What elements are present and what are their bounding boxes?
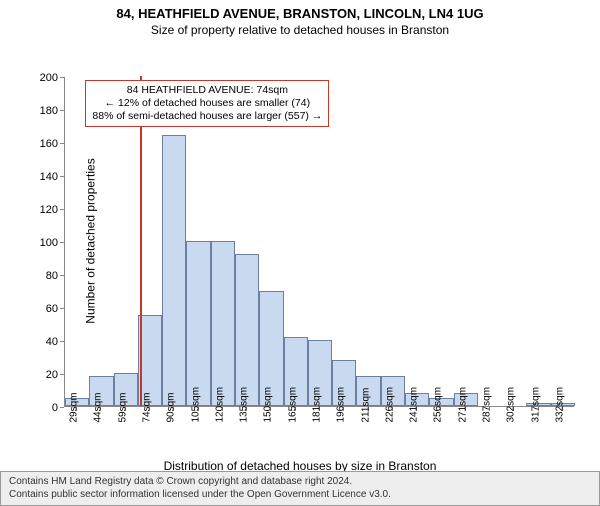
plot-area: 84 HEATHFIELD AVENUE: 74sqm← 12% of deta… [64, 77, 574, 407]
annotation-line: 84 HEATHFIELD AVENUE: 74sqm [92, 84, 322, 97]
annotation-line: 88% of semi-detached houses are larger (… [92, 110, 322, 123]
y-tick-label: 0 [0, 402, 58, 414]
footer-licence: Contains HM Land Registry data © Crown c… [0, 471, 600, 506]
y-tick-label: 120 [0, 204, 58, 216]
histogram-bar [186, 241, 210, 406]
histogram-bar [235, 254, 259, 406]
y-tick-label: 140 [0, 171, 58, 183]
y-tick-label: 180 [0, 105, 58, 117]
y-tick-label: 20 [0, 369, 58, 381]
y-tick-label: 60 [0, 303, 58, 315]
histogram-bar [211, 241, 235, 406]
y-tick-label: 80 [0, 270, 58, 282]
chart-subtitle: Size of property relative to detached ho… [0, 23, 600, 37]
annotation-line: ← 12% of detached houses are smaller (74… [92, 97, 322, 110]
y-tick-label: 100 [0, 237, 58, 249]
chart-title: 84, HEATHFIELD AVENUE, BRANSTON, LINCOLN… [0, 6, 600, 21]
y-tick-label: 40 [0, 336, 58, 348]
annotation-box: 84 HEATHFIELD AVENUE: 74sqm← 12% of deta… [85, 80, 329, 127]
footer-line-1: Contains HM Land Registry data © Crown c… [9, 476, 591, 489]
y-tick-label: 200 [0, 72, 58, 84]
y-tick-label: 160 [0, 138, 58, 150]
chart-container: Number of detached properties 84 HEATHFI… [0, 37, 600, 457]
histogram-bar [162, 135, 186, 406]
footer-line-2: Contains public sector information licen… [9, 489, 591, 502]
